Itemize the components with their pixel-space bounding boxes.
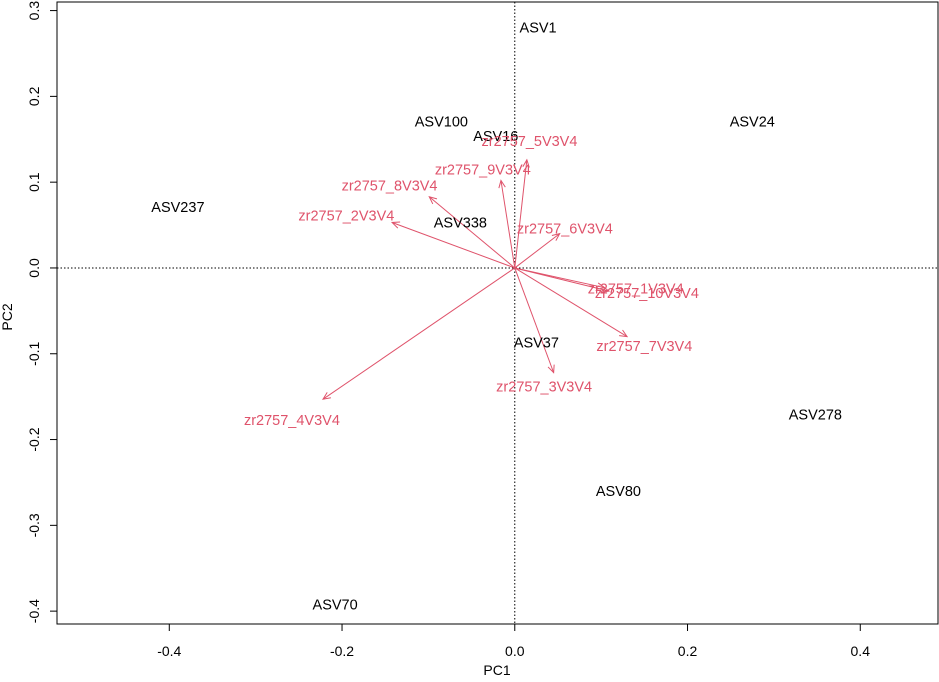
observation-label: ASV1 — [520, 21, 557, 37]
x-tick-label: -0.2 — [330, 643, 354, 659]
x-tick-label: -0.4 — [157, 643, 181, 659]
plot-box — [56, 1, 939, 625]
loading-arrow — [514, 267, 611, 294]
axes-layer: -0.4 -0.2 0.0 0.2 0.4 -0.4 -0.3 -0.2 -0.1 0.0 0.1 0… — [26, 1, 870, 659]
y-tick-label: 0.0 — [26, 258, 42, 278]
loading-arrow — [514, 267, 555, 374]
reference-lines-layer — [57, 2, 938, 624]
observation-label: ASV24 — [730, 114, 775, 130]
loading-arrow — [428, 195, 516, 269]
loading-arrow-shaft — [391, 222, 515, 269]
loading-arrow — [514, 158, 530, 269]
x-tick-label: 0.4 — [851, 643, 871, 659]
loading-arrow-shaft — [514, 267, 610, 292]
loading-arrow-head — [600, 285, 611, 294]
loading-arrow-head — [547, 364, 555, 374]
observation-label: ASV100 — [415, 114, 468, 130]
y-tick-label: 0.2 — [26, 86, 42, 106]
loading-arrow-head — [390, 221, 401, 229]
loading-label: zr2757_9V3V4 — [435, 162, 531, 178]
observation-label: ASV338 — [434, 215, 487, 231]
y-axis-title: PC2 — [0, 303, 15, 330]
y-tick-label: -0.3 — [26, 513, 42, 537]
plot-frame-layer — [56, 1, 939, 625]
loading-arrow — [390, 221, 515, 269]
observation-label: ASV37 — [514, 336, 559, 352]
loading-label: zr2757_4V3V4 — [244, 413, 340, 429]
loading-arrow-head — [498, 179, 506, 189]
loading-label: zr2757_2V3V4 — [298, 209, 394, 225]
loading-arrow-shaft — [514, 233, 560, 269]
loading-arrow-shaft — [322, 267, 516, 400]
observation-label: ASV70 — [313, 597, 358, 613]
loading-arrow-shaft — [514, 267, 628, 338]
loading-arrow — [514, 267, 629, 338]
x-tick-label: 0.0 — [505, 643, 525, 659]
loading-arrow — [498, 179, 516, 269]
loading-arrow-head — [619, 329, 629, 338]
observation-label: ASV278 — [789, 408, 842, 424]
observation-label: ASV16 — [473, 129, 518, 145]
loading-arrow-head — [428, 195, 438, 205]
x-axis-title: PC1 — [483, 662, 510, 678]
observation-labels-layer: ASV1 ASV100 ASV16 ASV24 ASV237 ASV338 ASV37 ASV… — [151, 21, 842, 614]
loading-label: zr2757_7V3V4 — [596, 339, 692, 355]
loading-label: zr2757_3V3V4 — [496, 379, 592, 395]
loading-label: zr2757_10V3V4 — [595, 286, 699, 302]
loading-arrow-head — [522, 158, 530, 168]
loading-label: zr2757_1V3V4 — [588, 282, 684, 298]
y-tick-label: -0.1 — [26, 341, 42, 365]
loading-arrow-shaft — [428, 196, 516, 269]
loading-label: zr2757_6V3V4 — [517, 221, 613, 237]
loading-label: zr2757_8V3V4 — [342, 179, 438, 195]
x-tick-label: 0.2 — [678, 643, 698, 659]
loading-arrow — [322, 267, 516, 400]
observation-label: ASV237 — [151, 200, 204, 216]
loading-arrow-head — [322, 392, 331, 400]
observation-label: ASV80 — [596, 484, 641, 500]
loading-label: zr2757_5V3V4 — [481, 134, 577, 150]
loading-arrow-head — [551, 232, 561, 241]
loading-arrow-shaft — [514, 159, 528, 269]
loading-arrow — [514, 232, 561, 269]
y-tick-label: -0.2 — [26, 427, 42, 451]
y-tick-label: 0.3 — [26, 1, 42, 21]
y-tick-label: 0.1 — [26, 172, 42, 192]
loading-arrows-layer — [322, 158, 629, 400]
loading-arrow-shaft — [514, 267, 555, 373]
y-tick-label: -0.4 — [26, 599, 42, 623]
loading-arrow-shaft — [500, 180, 516, 269]
